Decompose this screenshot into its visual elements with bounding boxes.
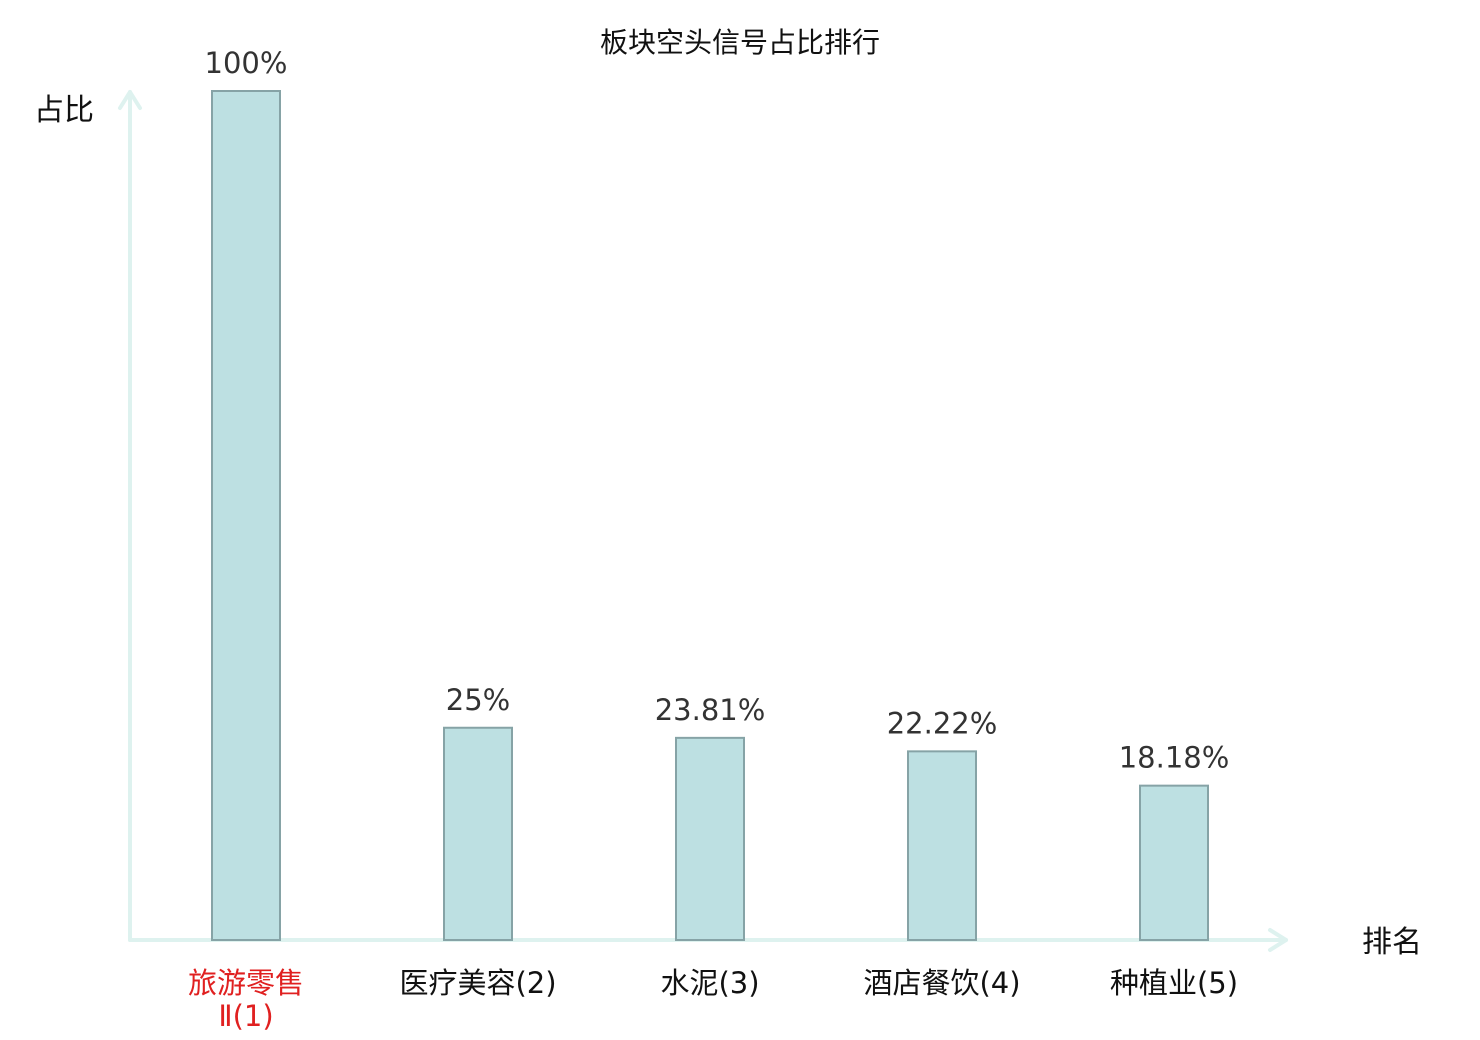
- y-axis-arrow: [118, 90, 142, 110]
- value-label-5: 18.18%: [1119, 741, 1230, 775]
- chart-title: 板块空头信号占比排行: [600, 26, 880, 59]
- category-label-line: 医疗美容(2): [399, 966, 556, 1000]
- y-axis-label: 占比: [34, 93, 94, 128]
- y-axis: [118, 90, 142, 942]
- value-label-1: 100%: [205, 46, 288, 80]
- value-label-2: 25%: [446, 683, 510, 717]
- category-label-3: 水泥(3): [660, 966, 759, 1000]
- x-axis-label: 排名: [1362, 925, 1422, 960]
- bar-2: [443, 726, 513, 941]
- value-label-3: 23.81%: [655, 693, 766, 727]
- category-label-1: 旅游零售 Ⅱ(1): [188, 966, 304, 1033]
- bar-4: [907, 750, 977, 941]
- x-axis-arrow: [1268, 928, 1288, 952]
- value-labels-group: 100% 25% 23.81% 22.22% 18.18%: [205, 46, 1230, 775]
- bars-group: [211, 90, 1209, 941]
- bar-1: [211, 90, 281, 941]
- category-labels-group: 旅游零售 Ⅱ(1) 医疗美容(2) 水泥(3) 酒店餐饮(4) 种植业(5): [188, 966, 1238, 1033]
- category-label-4: 酒店餐饮(4): [863, 966, 1020, 1000]
- category-label-line: 旅游零售: [188, 966, 304, 1000]
- value-label-4: 22.22%: [887, 706, 998, 740]
- bar-5: [1139, 784, 1209, 941]
- category-label-2: 医疗美容(2): [399, 966, 556, 1000]
- category-label-5: 种植业(5): [1110, 966, 1238, 1000]
- category-label-line: 水泥(3): [660, 966, 759, 1000]
- bar-3: [675, 736, 745, 941]
- category-label-line: Ⅱ(1): [218, 999, 273, 1033]
- category-label-line: 种植业(5): [1110, 966, 1238, 1000]
- category-label-line: 酒店餐饮(4): [863, 966, 1020, 1000]
